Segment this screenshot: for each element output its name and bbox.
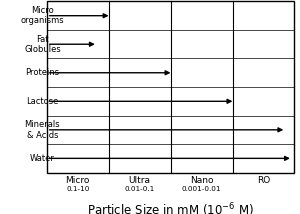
Text: Lactose: Lactose bbox=[26, 97, 58, 106]
Bar bbox=[47, 1, 295, 173]
Text: Minerals
& Acids: Minerals & Acids bbox=[25, 120, 60, 140]
Text: Micro
organisms: Micro organisms bbox=[21, 6, 64, 25]
Text: Micro: Micro bbox=[66, 176, 90, 185]
Text: 0.01-0.1: 0.01-0.1 bbox=[124, 186, 155, 192]
Text: Nano: Nano bbox=[190, 176, 213, 185]
Text: Fat
Globules: Fat Globules bbox=[24, 34, 61, 54]
Text: 0.1-10: 0.1-10 bbox=[66, 186, 89, 192]
Text: Particle Size in mM (10$^{-6}$ M): Particle Size in mM (10$^{-6}$ M) bbox=[87, 201, 254, 214]
Text: Proteins: Proteins bbox=[25, 68, 59, 77]
Text: Water: Water bbox=[30, 154, 55, 163]
Text: Ultra: Ultra bbox=[129, 176, 151, 185]
Text: 0.001-0.01: 0.001-0.01 bbox=[182, 186, 221, 192]
Text: RO: RO bbox=[257, 176, 270, 185]
